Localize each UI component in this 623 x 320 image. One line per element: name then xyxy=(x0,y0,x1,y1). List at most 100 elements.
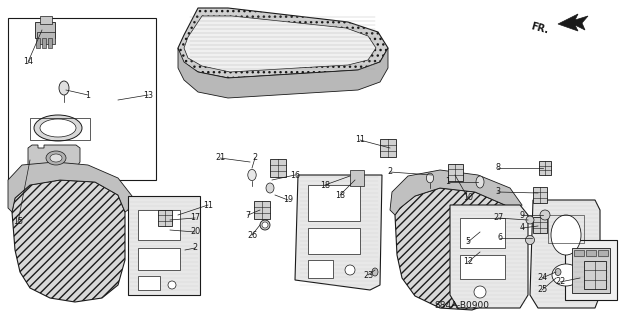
Bar xyxy=(42,38,46,48)
Text: 13: 13 xyxy=(143,91,153,100)
Bar xyxy=(572,248,610,293)
Text: 2: 2 xyxy=(193,244,197,252)
Bar xyxy=(158,210,172,226)
Bar xyxy=(8,18,156,180)
Text: 4: 4 xyxy=(520,223,525,233)
Text: 14: 14 xyxy=(23,58,33,67)
Text: 10: 10 xyxy=(463,194,473,203)
Bar xyxy=(30,118,90,140)
Text: 9: 9 xyxy=(520,211,525,220)
Bar xyxy=(586,250,596,256)
Text: 17: 17 xyxy=(190,213,200,222)
Text: 11: 11 xyxy=(203,201,213,210)
Text: 2: 2 xyxy=(388,167,392,177)
Ellipse shape xyxy=(34,115,82,141)
Text: 11: 11 xyxy=(355,135,365,145)
Ellipse shape xyxy=(248,169,256,180)
Polygon shape xyxy=(128,196,200,295)
Polygon shape xyxy=(12,180,125,302)
Ellipse shape xyxy=(372,268,378,276)
Bar xyxy=(40,16,52,24)
Ellipse shape xyxy=(540,210,550,220)
Text: 16: 16 xyxy=(290,171,300,180)
Text: 18: 18 xyxy=(335,190,345,199)
Polygon shape xyxy=(395,188,520,310)
Text: 5: 5 xyxy=(465,237,470,246)
Bar xyxy=(533,187,547,203)
Polygon shape xyxy=(295,175,382,290)
Bar xyxy=(35,22,55,38)
Text: 12: 12 xyxy=(463,258,473,267)
Bar xyxy=(548,215,584,243)
Ellipse shape xyxy=(426,173,434,183)
Text: 22: 22 xyxy=(555,277,565,286)
Bar xyxy=(308,185,360,221)
Text: 27: 27 xyxy=(493,213,503,222)
Bar xyxy=(533,217,547,233)
Text: 7: 7 xyxy=(245,211,250,220)
Text: 2: 2 xyxy=(252,154,257,163)
Bar xyxy=(48,38,52,48)
Ellipse shape xyxy=(474,286,486,298)
Text: S84A-B0900: S84A-B0900 xyxy=(434,300,490,309)
Polygon shape xyxy=(530,200,600,308)
Bar xyxy=(138,210,180,240)
Text: 19: 19 xyxy=(283,196,293,204)
Bar xyxy=(584,261,606,289)
Polygon shape xyxy=(178,48,388,98)
Text: 21: 21 xyxy=(215,154,225,163)
Text: 18: 18 xyxy=(320,180,330,189)
Text: 6: 6 xyxy=(498,234,503,243)
Polygon shape xyxy=(390,170,522,222)
Bar xyxy=(308,228,360,254)
Text: 8: 8 xyxy=(495,164,500,172)
Polygon shape xyxy=(184,16,376,72)
Text: 1: 1 xyxy=(85,91,90,100)
Text: 20: 20 xyxy=(190,228,200,236)
Text: 3: 3 xyxy=(495,188,500,196)
Ellipse shape xyxy=(551,215,581,255)
Bar xyxy=(138,276,160,290)
Text: 25: 25 xyxy=(537,285,547,294)
Polygon shape xyxy=(8,162,132,212)
Text: 23: 23 xyxy=(363,270,373,279)
Ellipse shape xyxy=(266,183,274,193)
Bar xyxy=(565,240,617,300)
Ellipse shape xyxy=(525,236,535,244)
Text: 24: 24 xyxy=(537,274,547,283)
Ellipse shape xyxy=(262,222,268,228)
Bar xyxy=(350,170,364,186)
Ellipse shape xyxy=(168,281,176,289)
Bar xyxy=(36,38,40,48)
Bar xyxy=(308,260,333,278)
Bar xyxy=(598,250,608,256)
Bar xyxy=(138,248,180,270)
Ellipse shape xyxy=(40,119,76,137)
Ellipse shape xyxy=(476,176,484,188)
Polygon shape xyxy=(450,205,528,308)
Bar xyxy=(447,164,462,180)
Ellipse shape xyxy=(555,268,561,276)
Bar xyxy=(254,201,270,219)
Polygon shape xyxy=(178,8,388,78)
Ellipse shape xyxy=(50,154,62,162)
Bar xyxy=(270,159,286,177)
Ellipse shape xyxy=(345,265,355,275)
Bar xyxy=(574,250,584,256)
Text: 15: 15 xyxy=(13,218,23,227)
Bar xyxy=(380,139,396,157)
Bar xyxy=(460,255,505,279)
Polygon shape xyxy=(28,145,80,168)
Ellipse shape xyxy=(552,264,580,286)
Ellipse shape xyxy=(526,216,534,224)
Text: FR.: FR. xyxy=(530,21,550,35)
Bar xyxy=(539,161,551,175)
Ellipse shape xyxy=(59,81,69,95)
Text: 1: 1 xyxy=(445,178,450,187)
Bar xyxy=(460,218,505,248)
Ellipse shape xyxy=(46,151,66,165)
Bar xyxy=(37,32,55,44)
Polygon shape xyxy=(558,14,588,31)
Ellipse shape xyxy=(260,220,270,230)
Text: 26: 26 xyxy=(247,230,257,239)
